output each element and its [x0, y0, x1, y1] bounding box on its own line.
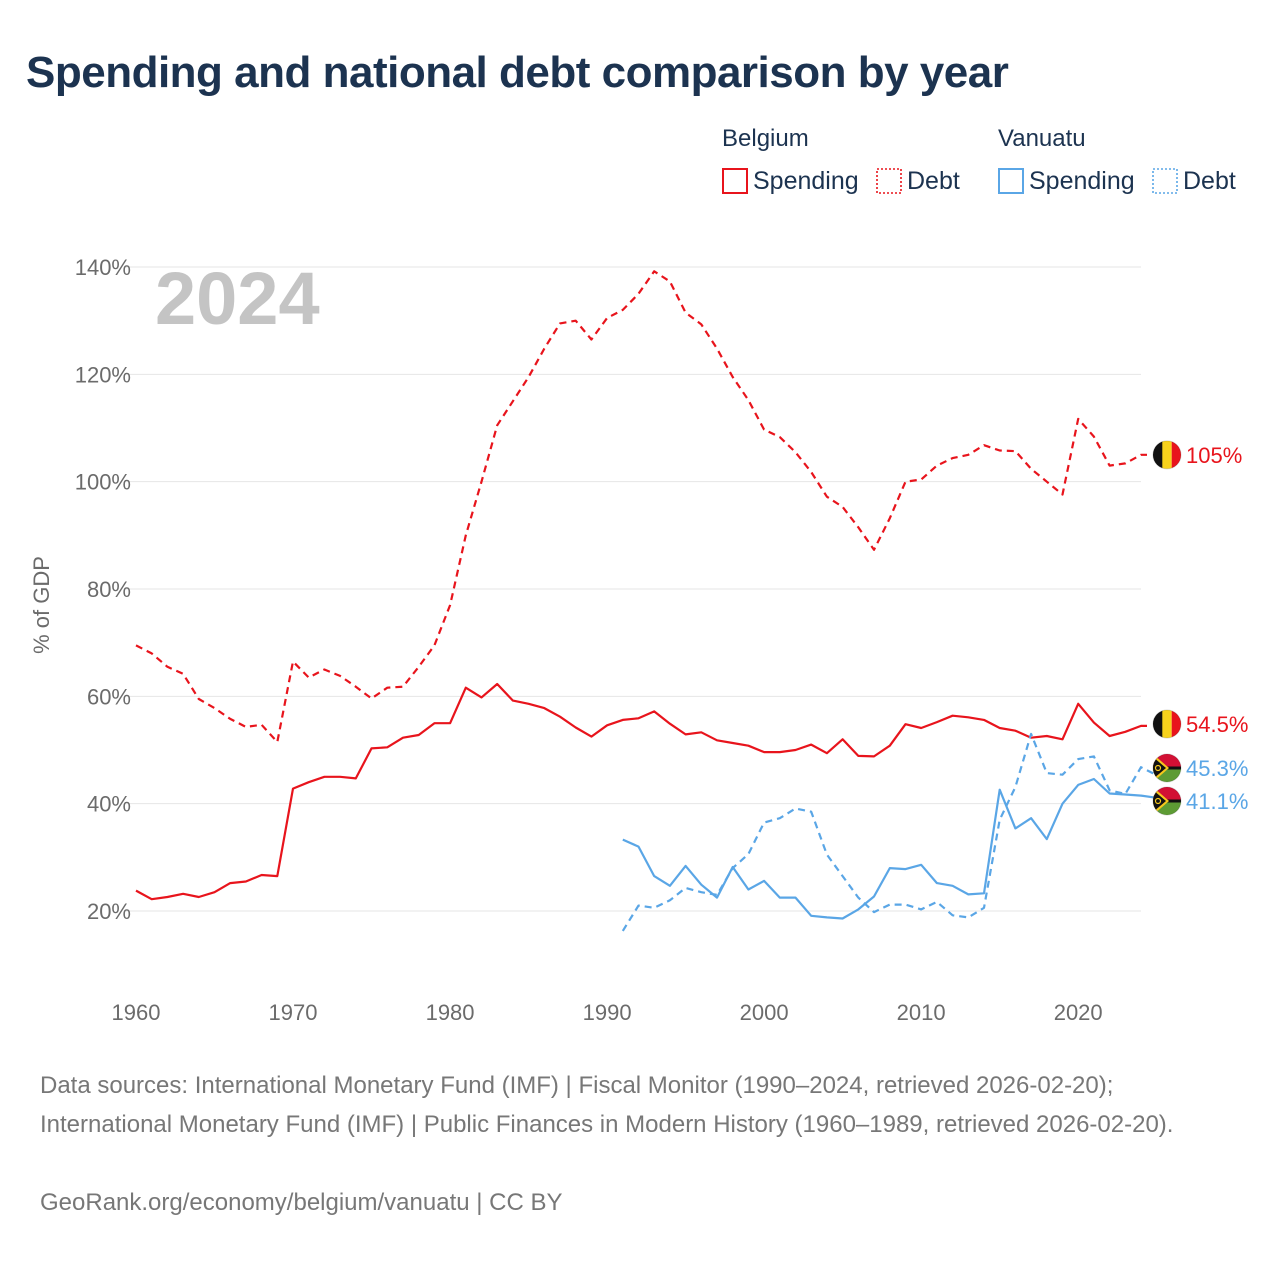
- y-axis-ticks: 20% 40% 60% 80% 100% 120% 140%: [75, 255, 131, 924]
- belgium-debt-end-label: 105%: [1186, 443, 1242, 468]
- chart-svg: Belgium Spending Debt Vanuatu Spending Debt 2…: [29, 125, 1248, 1025]
- belgium-debt-line: [135, 270, 1147, 744]
- vanuatu-spending-end-label: 41.1%: [1186, 789, 1248, 814]
- vanuatu-flag-icon: [1152, 753, 1182, 783]
- legend-swatch-dotted[interactable]: [1152, 168, 1178, 194]
- y-axis-label: % of GDP: [29, 556, 54, 654]
- legend-group-title: Vanuatu: [998, 125, 1086, 152]
- vanuatu-debt-line: [621, 732, 1163, 932]
- belgium-spending-end-label: 54.5%: [1186, 712, 1248, 737]
- x-axis-ticks: 1960 1970 1980 1990 2000 2010 2020: [112, 1000, 1103, 1025]
- year-watermark: 2024: [155, 257, 320, 340]
- y-tick-label: 20%: [87, 899, 131, 924]
- x-tick-label: 1980: [426, 1000, 475, 1025]
- chart-title: Spending and national debt comparison by…: [26, 48, 1009, 97]
- x-tick-label: 1970: [269, 1000, 318, 1025]
- vanuatu-flag-icon: [1152, 786, 1182, 816]
- x-tick-label: 2000: [740, 1000, 789, 1025]
- x-tick-label: 2010: [897, 1000, 946, 1025]
- y-tick-label: 40%: [87, 792, 131, 817]
- legend-swatch-solid[interactable]: [998, 168, 1024, 194]
- legend: Belgium Spending Debt Vanuatu Spending Debt: [722, 125, 1236, 195]
- belgium-spending-line: [135, 682, 1147, 901]
- end-markers: 105% 54.5% 45.3% 41.1%: [1152, 440, 1248, 816]
- series-lines: [135, 270, 1163, 932]
- y-tick-label: 80%: [87, 577, 131, 602]
- x-tick-label: 2020: [1054, 1000, 1103, 1025]
- y-tick-label: 100%: [75, 470, 131, 495]
- credit-link[interactable]: GeoRank.org/economy/belgium/vanuatu | CC…: [40, 1189, 563, 1216]
- legend-swatch-solid[interactable]: [722, 168, 748, 194]
- legend-group-title: Belgium: [722, 125, 809, 152]
- x-tick-label: 1960: [112, 1000, 161, 1025]
- y-tick-label: 60%: [87, 684, 131, 709]
- y-tick-label: 140%: [75, 255, 131, 280]
- legend-item-label[interactable]: Spending: [1029, 167, 1135, 195]
- vanuatu-spending-line: [622, 777, 1163, 920]
- belgium-flag-icon: [1152, 709, 1182, 739]
- data-sources: Data sources: International Monetary Fun…: [40, 1072, 1174, 1138]
- vanuatu-debt-end-label: 45.3%: [1186, 756, 1248, 781]
- legend-item-label[interactable]: Debt: [1183, 167, 1236, 195]
- legend-swatch-dotted[interactable]: [876, 168, 902, 194]
- gridlines: [125, 266, 1141, 912]
- belgium-flag-icon: [1152, 440, 1182, 470]
- x-tick-label: 1990: [583, 1000, 632, 1025]
- y-tick-label: 120%: [75, 362, 131, 387]
- legend-item-label[interactable]: Spending: [753, 167, 859, 195]
- legend-item-label[interactable]: Debt: [907, 167, 960, 195]
